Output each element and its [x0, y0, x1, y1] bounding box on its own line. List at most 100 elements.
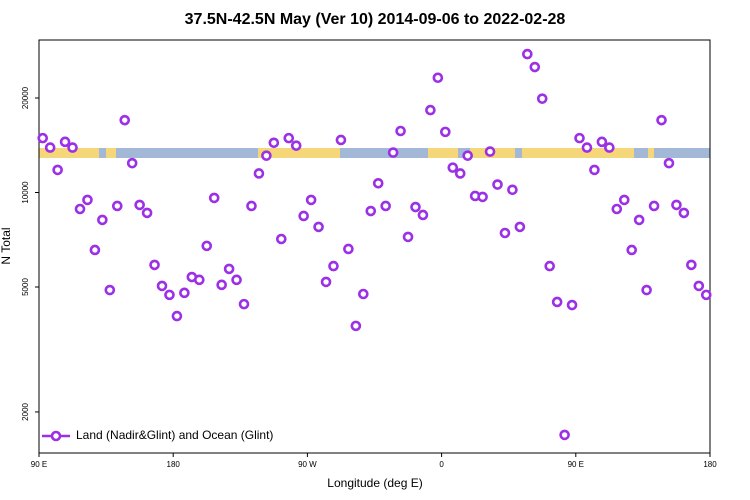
point: [611, 203, 623, 215]
plot-frame: [38, 39, 711, 454]
point: [104, 284, 116, 296]
point: [492, 179, 503, 190]
point: [179, 287, 190, 299]
point: [268, 137, 280, 149]
point: [686, 259, 697, 271]
point: [134, 199, 145, 211]
point: [111, 200, 123, 212]
point: [648, 200, 660, 212]
point: [97, 214, 108, 226]
point: [693, 280, 705, 292]
point: [37, 132, 49, 144]
point: [276, 233, 287, 245]
point: [462, 150, 473, 161]
point: [126, 157, 138, 169]
point: [59, 136, 71, 148]
point: [626, 244, 638, 256]
point: [74, 203, 86, 215]
point: [67, 142, 78, 153]
point: [417, 209, 429, 221]
point: [149, 259, 160, 271]
point: [335, 134, 347, 146]
x-tick-label: 90 W: [298, 460, 317, 469]
x-axis-label: Longitude (deg E): [327, 476, 422, 490]
x-tick-label: 0: [439, 460, 444, 469]
point: [365, 205, 377, 217]
point: [164, 289, 175, 301]
point: [216, 279, 227, 291]
point: [156, 280, 168, 292]
point: [514, 221, 526, 233]
point: [328, 260, 339, 272]
y-tick-label: 2000: [21, 402, 30, 420]
point: [700, 289, 712, 301]
x-tick-label: 90 E: [568, 460, 584, 469]
point: [89, 244, 101, 256]
point: [261, 150, 272, 161]
point: [656, 114, 667, 126]
y-axis-label: N Total: [0, 227, 13, 264]
point: [566, 299, 578, 311]
point: [507, 184, 518, 196]
point: [313, 221, 324, 233]
point: [671, 199, 682, 211]
point: [358, 288, 369, 300]
point: [641, 284, 652, 296]
point: [604, 142, 615, 153]
point: [395, 125, 406, 137]
point: [454, 168, 466, 179]
point: [298, 210, 309, 222]
point: [44, 142, 56, 153]
point: [559, 429, 570, 441]
y-tick-label: 10000: [21, 181, 30, 204]
point: [372, 177, 384, 189]
legend-label: Land (Nadir&Glint) and Ocean (Glint): [76, 428, 273, 442]
x-tick-label: 180: [703, 460, 717, 469]
point: [193, 274, 205, 286]
point: [380, 200, 391, 212]
point: [678, 207, 690, 219]
point: [410, 201, 421, 213]
point: [402, 231, 414, 243]
point: [52, 164, 63, 176]
point: [633, 214, 645, 226]
point: [387, 147, 399, 158]
point: [350, 320, 362, 332]
point: [171, 310, 183, 322]
point: [82, 194, 93, 206]
point: [432, 72, 444, 84]
point: [425, 104, 436, 116]
point: [574, 132, 585, 144]
point: [589, 164, 600, 176]
point: [343, 243, 354, 255]
point: [290, 140, 302, 151]
point: [320, 276, 332, 288]
point: [477, 191, 488, 203]
point: [581, 142, 593, 153]
point: [544, 260, 556, 272]
point: [223, 263, 235, 275]
point: [231, 274, 242, 286]
chart-title: 37.5N-42.5N May (Ver 10) 2014-09-06 to 2…: [185, 11, 566, 28]
point: [536, 93, 548, 104]
x-tick-label: 180: [167, 460, 181, 469]
point: [238, 298, 250, 310]
legend-marker: [50, 430, 62, 442]
point: [499, 227, 511, 239]
point: [208, 192, 220, 204]
point: [119, 114, 131, 126]
point: [253, 168, 265, 179]
point: [246, 200, 257, 212]
x-tick-label: 90 E: [31, 460, 47, 469]
point: [283, 132, 295, 144]
point: [596, 136, 608, 148]
point: [305, 194, 317, 206]
point: [141, 207, 153, 219]
point: [529, 61, 541, 73]
point: [440, 126, 451, 138]
point: [663, 157, 675, 169]
point: [484, 146, 496, 157]
y-tick-label: 5000: [21, 278, 30, 296]
point: [522, 48, 533, 60]
